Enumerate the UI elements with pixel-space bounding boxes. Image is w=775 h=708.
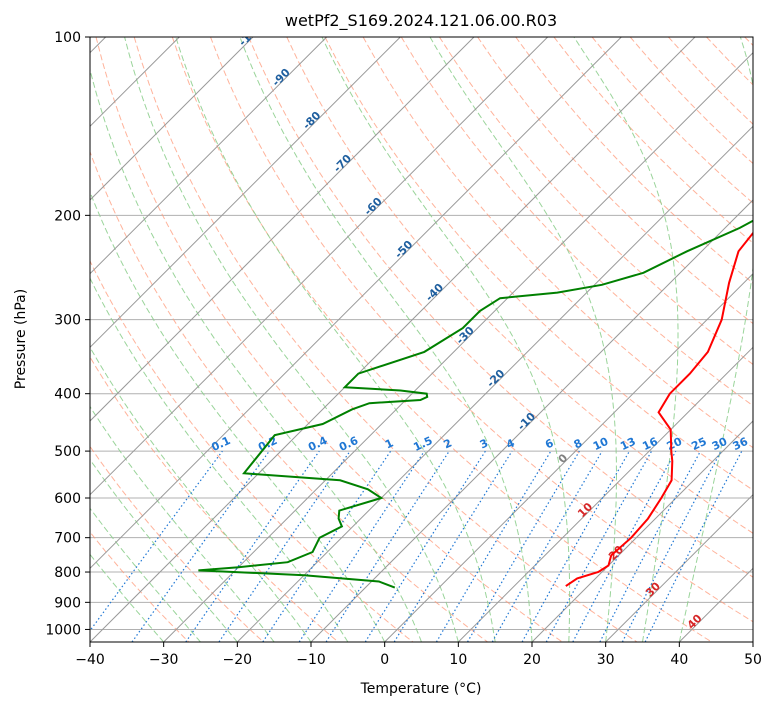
y-axis-ticks: 100 200 300 400 500 600 700 800 900 1000 <box>45 30 90 638</box>
moist-adiabat-line <box>90 507 201 642</box>
mixing-ratio-label: 16 <box>640 435 660 453</box>
isotherms <box>90 37 753 642</box>
mixing-ratio-label: 10 <box>591 435 611 453</box>
x-tick-label: −40 <box>75 652 105 668</box>
dry-adiabat-line <box>90 356 339 642</box>
moist-adiabat-line <box>678 37 753 642</box>
moist-adiabat-line <box>573 37 679 642</box>
y-axis-title: Pressure (hPa) <box>13 289 29 389</box>
x-tick-label: 20 <box>523 652 541 668</box>
isotherm-line <box>90 37 696 642</box>
mixing-ratio-label: 30 <box>710 435 730 453</box>
isotherm-line <box>310 199 753 642</box>
mixing-ratio-line <box>325 450 450 642</box>
chart-title: wetPf2_S169.2024.121.06.00.R03 <box>285 11 557 31</box>
dry-adiabat-line <box>400 37 753 407</box>
y-tick-label: 800 <box>54 565 81 581</box>
isotherm-line <box>90 37 622 570</box>
moist-adiabat-line <box>321 37 571 642</box>
y-tick-label: 400 <box>54 387 81 403</box>
y-tick-label: 1000 <box>45 622 81 638</box>
moist-adiabat-line <box>90 458 238 642</box>
mixing-ratio-line <box>393 450 513 642</box>
mixing-ratio-lines <box>90 450 743 642</box>
isotherm-line <box>90 37 328 275</box>
mixing-ratio-label: 25 <box>689 435 708 453</box>
moist-adiabat-line <box>429 37 617 642</box>
dry-adiabat-line <box>95 37 563 642</box>
dry-adiabats <box>90 37 753 642</box>
dry-adiabat-line <box>286 37 753 534</box>
isotherm-line <box>531 420 753 642</box>
moist-adiabat-line <box>90 190 386 642</box>
mixing-ratio-line <box>218 450 351 642</box>
moist-adiabat-line <box>90 67 422 642</box>
x-tick-label: −30 <box>149 652 179 668</box>
mixing-ratio-line <box>131 450 270 642</box>
mixing-ratio-line <box>644 450 743 642</box>
x-tick-label: 50 <box>744 652 762 668</box>
dry-adiabat-line <box>210 37 753 623</box>
isotherm-line <box>163 51 753 642</box>
mixing-ratio-line <box>262 450 392 642</box>
dewpoint-series-line <box>198 219 753 589</box>
moist-adiabat-line <box>90 405 275 642</box>
isotherm-line <box>236 125 753 642</box>
isotherm-line <box>90 37 549 496</box>
isotherm-line <box>457 346 753 642</box>
y-tick-label: 600 <box>54 491 81 507</box>
x-tick-label: −10 <box>296 652 326 668</box>
moist-adiabat-line <box>90 553 165 642</box>
mixing-ratio-line <box>185 450 320 642</box>
mixing-ratio-label: 13 <box>618 435 637 453</box>
mixing-ratio-line <box>521 450 631 642</box>
x-tick-label: 0 <box>380 652 389 668</box>
plot-area: -100-90-80-70-60-50-40-30-20-10010203040… <box>90 20 753 642</box>
x-tick-label: 40 <box>670 652 688 668</box>
y-tick-label: 900 <box>54 595 81 611</box>
x-tick-label: 30 <box>597 652 615 668</box>
x-tick-label: −20 <box>223 652 253 668</box>
dry-adiabat-line <box>90 445 264 642</box>
mixing-ratio-line <box>90 450 223 632</box>
moist-adiabat-line <box>175 37 496 642</box>
moist-adiabat-line <box>90 277 349 642</box>
moist-adiabat-line <box>90 346 312 642</box>
moist-adiabats <box>90 37 753 642</box>
y-tick-label: 300 <box>54 313 81 329</box>
plot-frame <box>89 36 754 643</box>
mixing-ratio-line <box>298 450 425 642</box>
mixing-ratio-label: 36 <box>731 435 751 453</box>
y-tick-label: 500 <box>54 444 81 460</box>
mixing-ratio-line <box>572 450 677 642</box>
temperature-series-line <box>565 231 753 587</box>
x-axis-title: Temperature (°C) <box>360 681 482 697</box>
dry-adiabat-line <box>248 37 753 578</box>
mixing-ratio-line <box>545 450 653 642</box>
moist-adiabat-line <box>124 37 459 642</box>
dry-adiabat-line <box>324 37 753 491</box>
isotherm-line <box>90 37 254 201</box>
moist-adiabat-line <box>239 37 533 642</box>
y-tick-label: 200 <box>54 208 81 224</box>
dry-adiabat-line <box>362 37 753 449</box>
isotherm-line <box>90 37 401 349</box>
x-axis-ticks: −40 −30 −20 −10 0 10 20 30 40 50 <box>75 642 762 668</box>
isotherm-line <box>90 37 475 422</box>
x-tick-label: 10 <box>449 652 467 668</box>
isotherm-label: -100 <box>236 20 265 49</box>
dry-adiabat-line <box>133 37 638 642</box>
dry-adiabat-line <box>90 150 488 642</box>
mixing-ratio-label: 20 <box>665 435 685 453</box>
isotherm-line <box>384 272 753 642</box>
isotherm-line <box>605 493 753 642</box>
y-tick-label: 700 <box>54 531 81 547</box>
y-tick-label: 100 <box>54 30 81 46</box>
